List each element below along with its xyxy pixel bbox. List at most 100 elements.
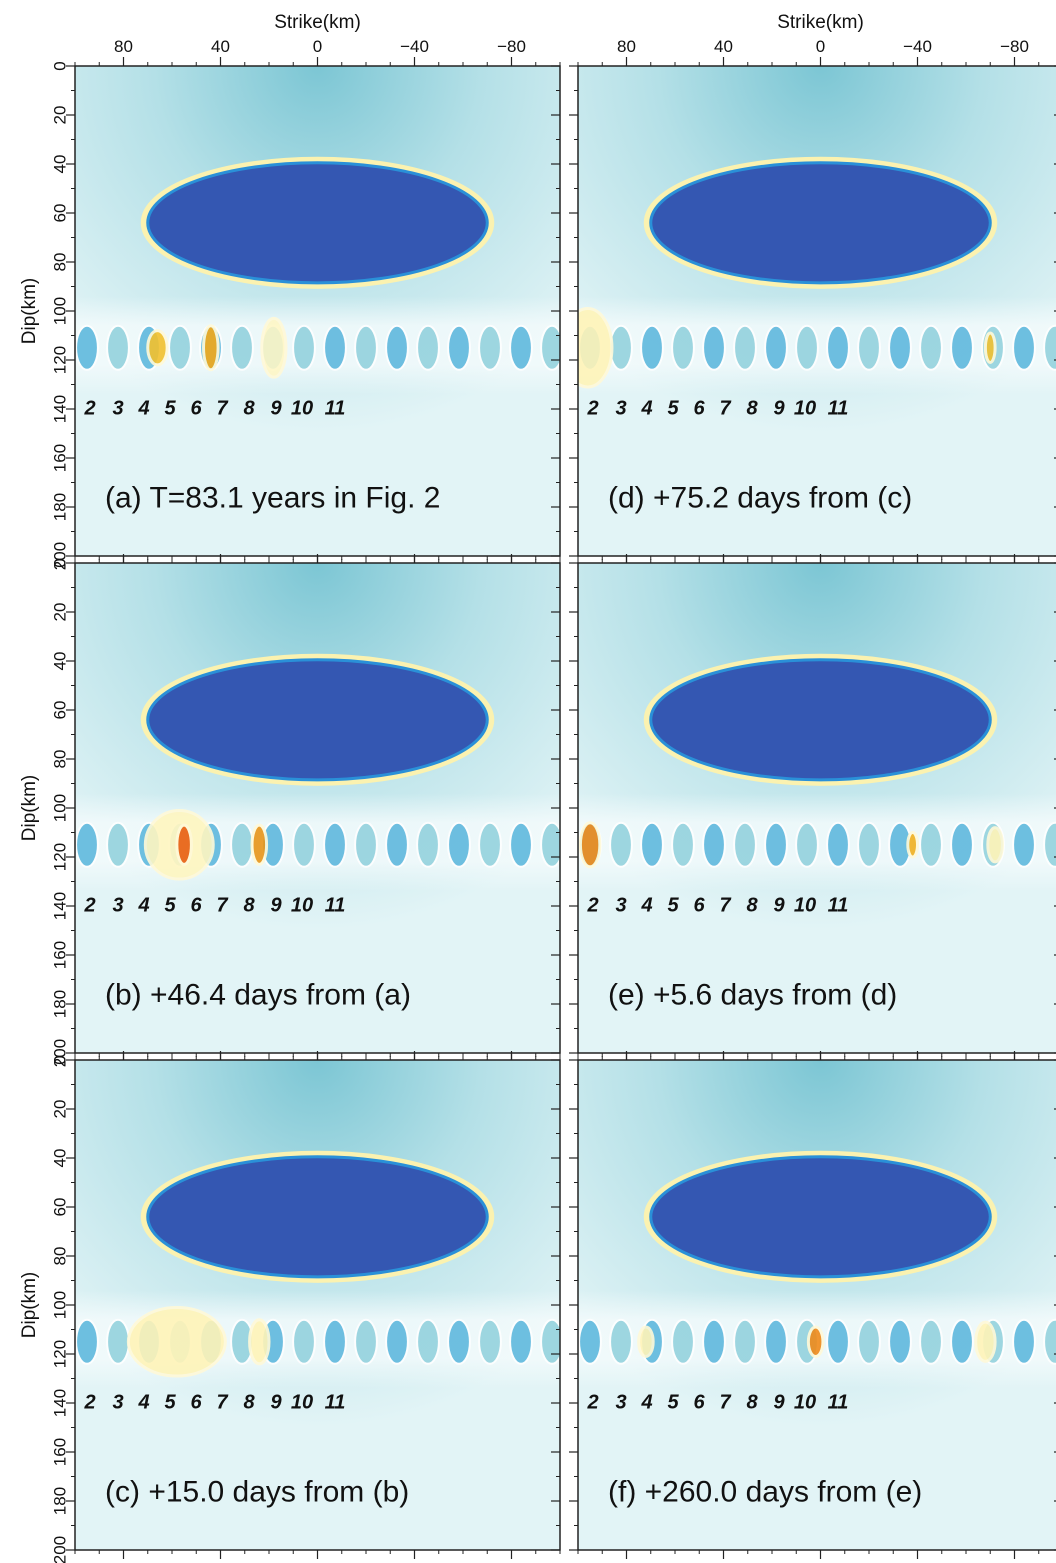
patch-label: 8 <box>243 894 255 916</box>
patch-rim <box>920 823 942 867</box>
patch-rim <box>920 1320 942 1364</box>
patch-rim <box>610 823 632 867</box>
patch-rim <box>796 326 818 370</box>
y-axis-title: Dip(km) <box>19 278 40 345</box>
slip-front <box>148 331 167 365</box>
asperity <box>148 1157 488 1277</box>
patch-rim <box>417 823 439 867</box>
patch-label: 2 <box>586 397 598 419</box>
x-tick-label: −40 <box>903 37 932 56</box>
patch-label: 10 <box>794 397 816 419</box>
patch-label: 4 <box>137 397 149 419</box>
patch-rim <box>355 823 377 867</box>
patch-rim <box>951 1320 973 1364</box>
y-tick-label: 60 <box>50 1198 69 1217</box>
patch-label: 11 <box>325 397 346 419</box>
patch-rim <box>386 823 408 867</box>
patch-rim <box>107 823 129 867</box>
patch-label: 11 <box>828 1391 849 1413</box>
patch-rim <box>417 1320 439 1364</box>
y-tick-label: 100 <box>50 297 69 325</box>
patch-label: 3 <box>112 1391 123 1413</box>
y-tick-label: 20 <box>50 603 69 622</box>
y-tick-label: 200 <box>50 1536 69 1563</box>
patch-label: 4 <box>640 397 652 419</box>
patch-rim <box>293 326 315 370</box>
patch-label: 11 <box>325 894 346 916</box>
slip-front <box>908 833 918 858</box>
x-tick-label: −80 <box>497 37 526 56</box>
patch-label: 6 <box>190 397 202 419</box>
patch-label: 9 <box>773 1391 785 1413</box>
panel-caption: (d) +75.2 days from (c) <box>608 482 912 515</box>
patch-rim <box>765 1320 787 1364</box>
y-tick-label: 180 <box>50 1487 69 1515</box>
patch-rim <box>448 823 470 867</box>
patch-label: 10 <box>291 1391 313 1413</box>
patch-rim <box>734 823 756 867</box>
patch-label: 8 <box>746 894 758 916</box>
panel-caption: (e) +5.6 days from (d) <box>608 979 897 1012</box>
panel: 80400−40−80Strike(km)234567891011(d) +75… <box>563 12 1056 565</box>
y-tick-label: 140 <box>50 395 69 423</box>
slip-front <box>204 326 219 370</box>
patch-rim <box>765 823 787 867</box>
patch-rim <box>355 326 377 370</box>
patch-rim <box>703 823 725 867</box>
patch-rim <box>858 326 880 370</box>
patch-rim <box>858 823 880 867</box>
patch-label: 5 <box>164 894 176 916</box>
patch-rim <box>324 823 346 867</box>
patch-rim <box>417 326 439 370</box>
patch-rim <box>76 1320 98 1364</box>
slip-front <box>988 828 1003 862</box>
patch-label: 11 <box>828 397 849 419</box>
patch-label: 8 <box>746 397 758 419</box>
patch-label: 9 <box>270 894 282 916</box>
y-tick-label: 40 <box>50 652 69 671</box>
patch-rim <box>448 326 470 370</box>
y-tick-label: 40 <box>50 1149 69 1168</box>
patch-rim <box>510 1320 532 1364</box>
panel-caption: (c) +15.0 days from (b) <box>105 1476 409 1509</box>
panel: 020406080100120140160180200Dip(km)234567… <box>19 1051 563 1563</box>
patch-label: 2 <box>586 1391 598 1413</box>
patch-rim <box>76 326 98 370</box>
patch-rim <box>703 1320 725 1364</box>
patch-rim <box>579 1320 601 1364</box>
patch-label: 5 <box>667 894 679 916</box>
patch-rim <box>479 326 501 370</box>
patch-rim <box>107 326 129 370</box>
asperity <box>148 660 488 780</box>
panel-caption: (b) +46.4 days from (a) <box>105 979 411 1012</box>
patch-label: 6 <box>693 1391 705 1413</box>
x-tick-label: 80 <box>617 37 636 56</box>
y-tick-label: 80 <box>50 253 69 272</box>
x-tick-label: 0 <box>313 37 322 56</box>
patch-rim <box>386 1320 408 1364</box>
patch-label: 6 <box>693 894 705 916</box>
patch-label: 3 <box>112 397 123 419</box>
patch-rim <box>951 326 973 370</box>
patch-rim <box>231 823 253 867</box>
slip-front <box>177 825 192 864</box>
y-tick-label: 40 <box>50 155 69 174</box>
patch-label: 2 <box>83 397 95 419</box>
x-tick-label: −80 <box>1000 37 1029 56</box>
patch-label: 9 <box>270 397 282 419</box>
patch-label: 4 <box>137 894 149 916</box>
panel-caption: (a) T=83.1 years in Fig. 2 <box>105 482 440 515</box>
patch-label: 4 <box>640 894 652 916</box>
patch-rim <box>672 326 694 370</box>
patch-label: 7 <box>216 397 228 419</box>
patch-label: 8 <box>746 1391 758 1413</box>
patch-label: 3 <box>615 1391 626 1413</box>
patch-label: 10 <box>291 397 313 419</box>
asperity <box>651 1157 991 1277</box>
y-tick-label: 0 <box>50 558 69 567</box>
patch-rim <box>610 1320 632 1364</box>
patch-rim <box>293 1320 315 1364</box>
patch-rim <box>386 326 408 370</box>
patch-label: 10 <box>794 894 816 916</box>
panel: 234567891011(f) +260.0 days from (e) <box>569 1051 1056 1559</box>
